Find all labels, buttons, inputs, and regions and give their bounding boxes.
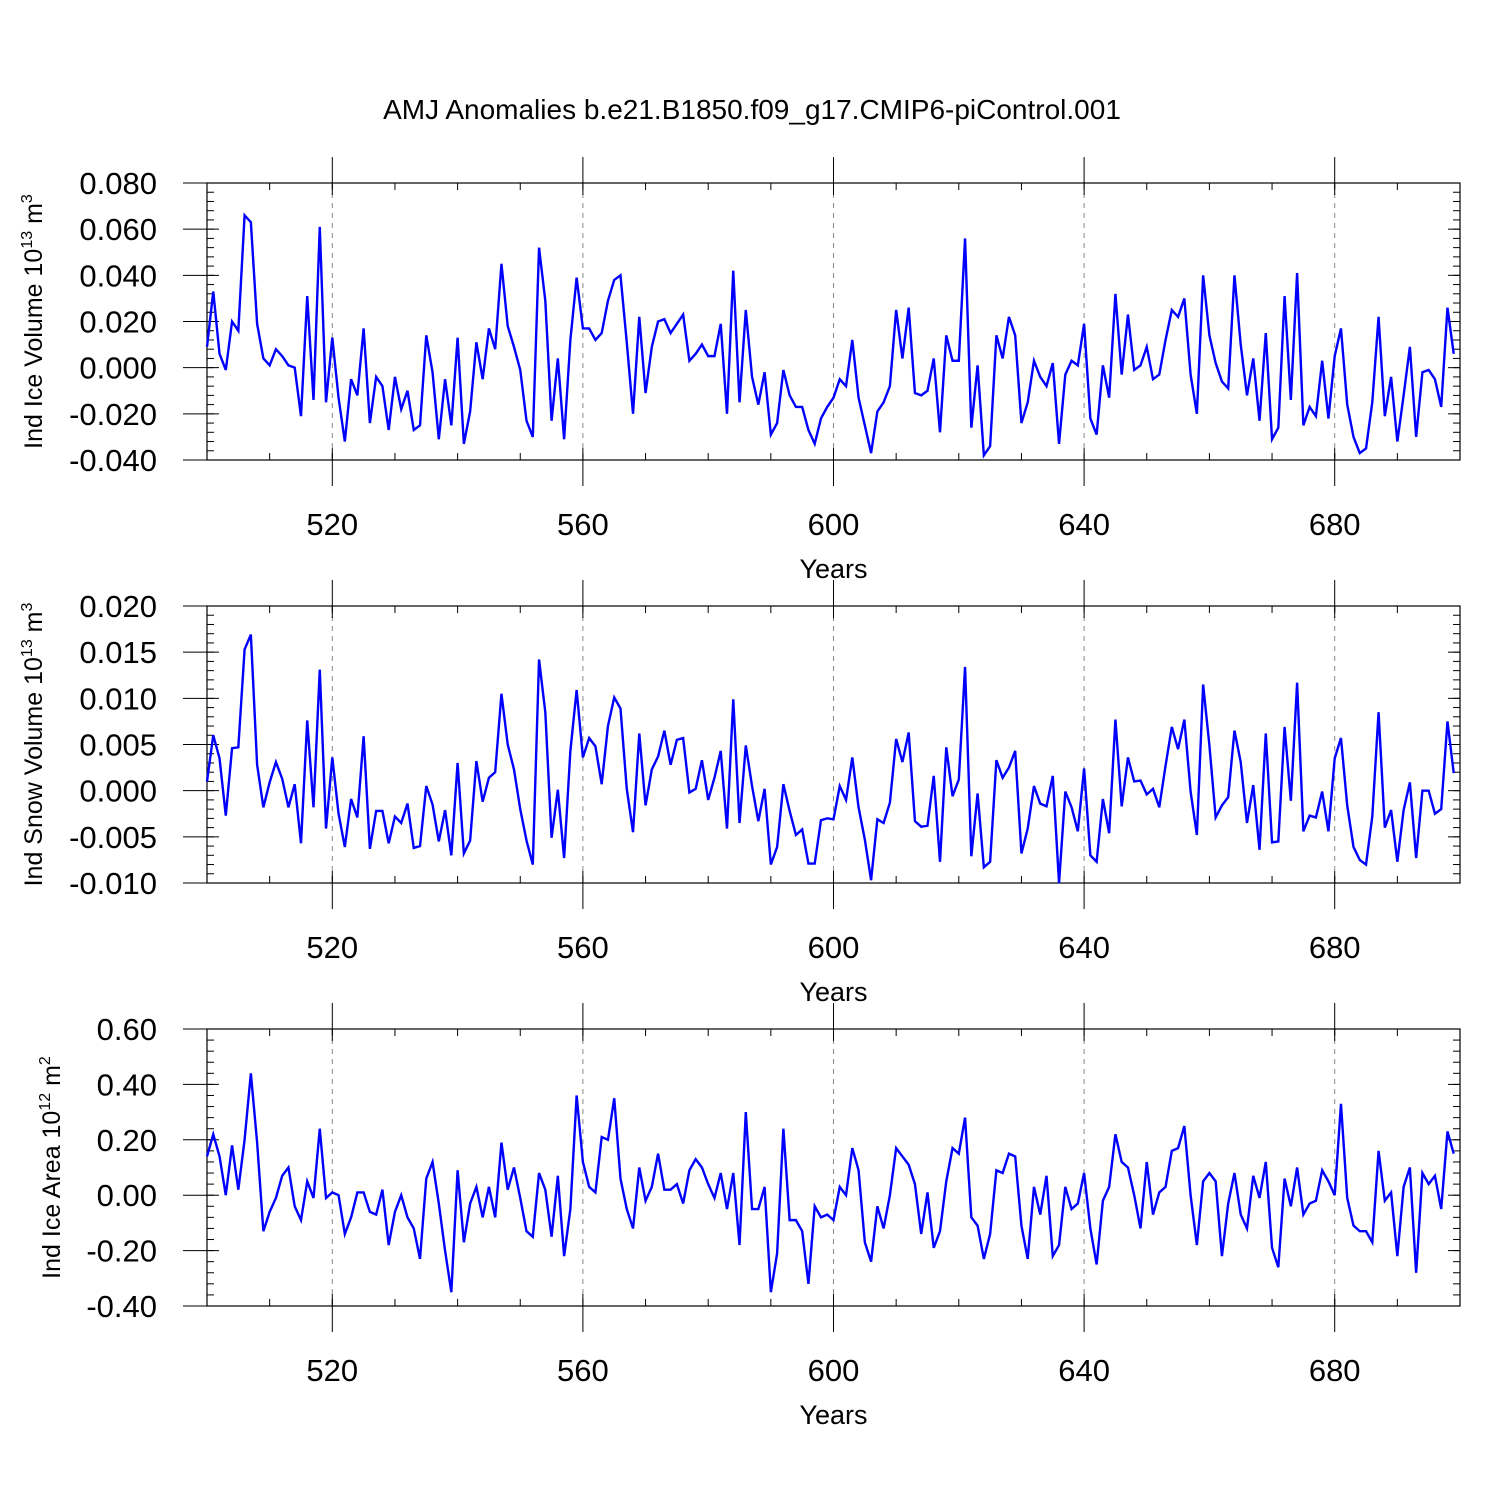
x-tick-label: 520	[306, 930, 358, 965]
y-tick-label: -0.005	[69, 820, 157, 855]
y-tick-label: 0.000	[79, 774, 157, 809]
y-tick-label: -0.20	[86, 1234, 157, 1269]
x-tick-label: 640	[1058, 507, 1110, 542]
x-tick-label: 640	[1058, 930, 1110, 965]
y-axis-label-part: 13	[19, 639, 36, 657]
y-tick-label: -0.010	[69, 866, 157, 901]
y-tick-label: 0.60	[97, 1012, 157, 1047]
y-axis-label: Ind Ice Volume 1013 m3	[19, 194, 48, 449]
y-tick-label: -0.040	[69, 443, 157, 478]
y-tick-label: 0.20	[97, 1123, 157, 1158]
x-tick-label: 600	[808, 930, 860, 965]
y-axis-label-part: 3	[19, 194, 36, 203]
x-tick-label: 600	[808, 1353, 860, 1388]
y-axis-label-part: m	[20, 612, 48, 640]
series-line	[205, 1073, 1455, 1293]
y-axis-label: Ind Ice Area 1012 m2	[37, 1056, 66, 1279]
y-tick-label: 0.40	[97, 1067, 157, 1102]
x-tick-label: 560	[557, 930, 609, 965]
y-axis-label-part: 10	[20, 657, 48, 685]
panel-ice-volume: -0.040 -0.020 0.000 0.020 0.040 0.060 0.080 520…	[19, 157, 1461, 584]
y-tick-label: -0.020	[69, 397, 157, 432]
x-tick-label: 520	[306, 1353, 358, 1388]
y-axis-label-part: 10	[20, 249, 48, 277]
y-tick-label: 0.060	[79, 212, 157, 247]
y-axis-label-part: 12	[37, 1093, 54, 1111]
y-tick-label: 0.010	[79, 681, 157, 716]
x-tick-label: 600	[808, 507, 860, 542]
plot-frame	[206, 182, 1461, 461]
y-axis-label-part: Ind Ice Volume	[20, 276, 48, 448]
y-axis-label-part: 13	[19, 231, 36, 249]
y-axis-label-part: 3	[19, 603, 36, 612]
y-axis-label-part: Ind Snow Volume	[20, 685, 48, 887]
y-tick-label: 0.00	[97, 1178, 157, 1213]
series-line	[205, 212, 1455, 459]
x-tick-label: 640	[1058, 1353, 1110, 1388]
figure-title: AMJ Anomalies b.e21.B1850.f09_g17.CMIP6-…	[383, 94, 1121, 125]
y-axis-label-part: Ind Ice Area	[38, 1138, 66, 1278]
x-axis-label: Years	[799, 977, 867, 1007]
plot-frame	[206, 1028, 1461, 1307]
y-tick-label: 0.000	[79, 351, 157, 386]
y-tick-label: 0.020	[79, 589, 157, 624]
x-tick-label: 680	[1309, 930, 1361, 965]
x-tick-label: 560	[557, 507, 609, 542]
x-tick-label: 560	[557, 1353, 609, 1388]
plot-frame	[206, 605, 1461, 884]
y-tick-label: -0.40	[86, 1289, 157, 1324]
x-axis-label: Years	[799, 1400, 867, 1430]
y-axis-label-part: m	[20, 203, 48, 231]
x-tick-label: 520	[306, 507, 358, 542]
y-tick-label: 0.015	[79, 635, 157, 670]
panel-ice-area: -0.40 -0.20 0.00 0.20 0.40 0.60 520 560 600 640 68…	[37, 1003, 1461, 1430]
y-tick-label: 0.005	[79, 728, 157, 763]
panel-snow-volume: -0.010 -0.005 0.000 0.005 0.010 0.015 0.020 520…	[19, 580, 1461, 1007]
y-tick-label: 0.080	[79, 166, 157, 201]
x-tick-label: 680	[1309, 1353, 1361, 1388]
y-tick-label: 0.040	[79, 258, 157, 293]
series-line	[205, 634, 1455, 884]
x-tick-label: 680	[1309, 507, 1361, 542]
y-axis-label-part: m	[38, 1065, 66, 1093]
x-axis-label: Years	[799, 554, 867, 584]
y-axis-label: Ind Snow Volume 1013 m3	[19, 603, 48, 887]
y-axis-label-part: 10	[38, 1111, 66, 1139]
y-tick-label: 0.020	[79, 305, 157, 340]
y-axis-label-part: 2	[37, 1056, 54, 1065]
